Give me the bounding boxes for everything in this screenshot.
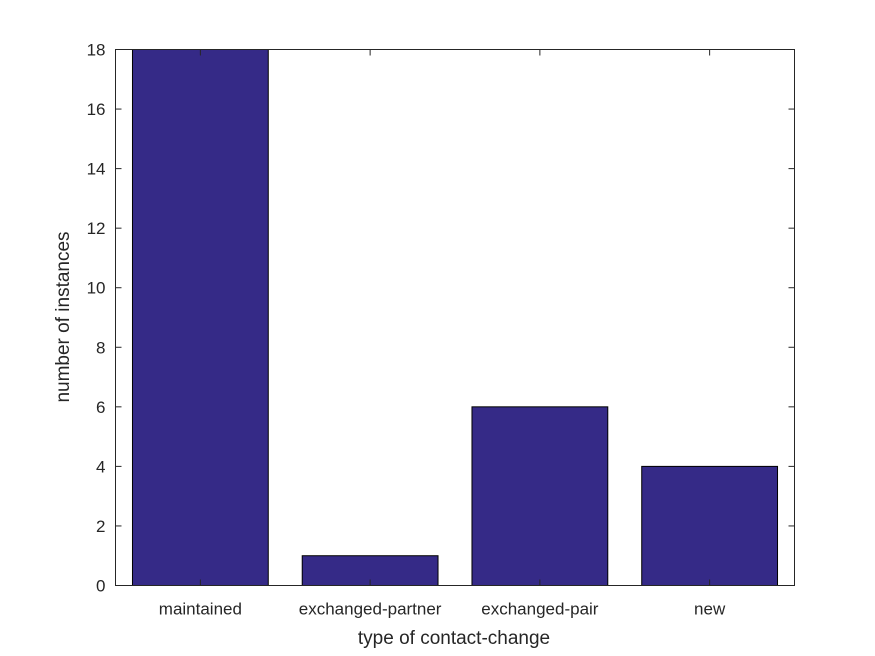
bar-new: [641, 465, 779, 586]
y-axis-label: number of instances: [53, 231, 74, 402]
y-tick-label: 0: [96, 577, 105, 596]
y-tick-label: 2: [96, 517, 105, 536]
axes-box: [115, 49, 795, 586]
x-tick-label: exchanged-partner: [299, 600, 442, 619]
bar-maintained: [131, 49, 269, 586]
x-tick-label: new: [694, 600, 726, 619]
x-tick-label: exchanged-pair: [481, 600, 599, 619]
y-tick-label: 6: [96, 398, 105, 417]
y-tick-label: 4: [96, 457, 105, 476]
y-tick-label: 10: [87, 279, 106, 298]
x-tick-label: maintained: [159, 600, 242, 619]
bar-exchanged-pair: [471, 406, 609, 587]
x-axis-label: type of contact-change: [358, 628, 550, 649]
y-tick-label: 16: [87, 100, 106, 119]
y-tick-label: 12: [87, 219, 106, 238]
y-tick-label: 8: [96, 338, 105, 357]
y-tick-label: 14: [87, 160, 106, 179]
y-tick-label: 18: [87, 41, 106, 60]
